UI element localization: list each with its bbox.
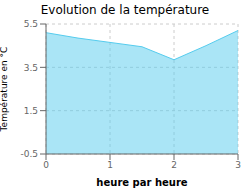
svg-text:-0.5: -0.5	[20, 149, 38, 159]
svg-text:Température en °C: Température en °C	[8, 47, 9, 133]
svg-text:1.5: 1.5	[24, 106, 38, 116]
svg-text:heure par heure: heure par heure	[96, 177, 187, 188]
svg-text:3.5: 3.5	[24, 63, 38, 73]
svg-text:3: 3	[235, 160, 241, 170]
svg-text:1: 1	[107, 160, 113, 170]
svg-text:5.5: 5.5	[24, 20, 38, 29]
html-text:Evolution de la température: Evolution de la température	[40, 3, 210, 17]
svg-text:0: 0	[43, 160, 49, 170]
svg-text:2: 2	[171, 160, 177, 170]
